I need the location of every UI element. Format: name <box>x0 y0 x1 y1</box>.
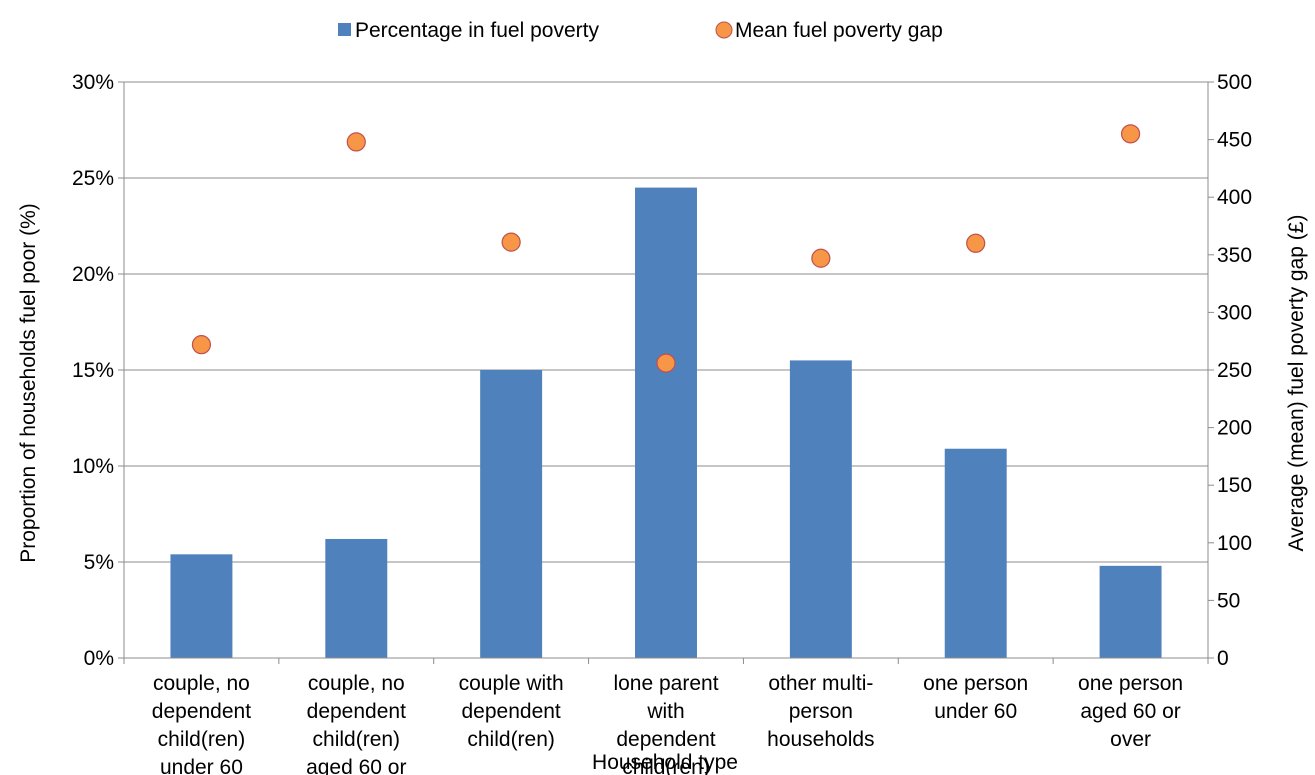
category-label: couple, no dependent child(ren) under 60 <box>152 672 251 775</box>
bar <box>170 554 233 658</box>
category-label: lone parent with dependent child(ren) <box>613 672 718 775</box>
category-label-line: other multi- <box>768 672 873 695</box>
legend-dot-label: Mean fuel poverty gap <box>735 19 943 42</box>
scatter-point <box>1120 124 1141 144</box>
category-label-line: under 60 <box>934 700 1017 723</box>
right-tick-label: 50 <box>1217 589 1240 612</box>
category-label-line: lone parent <box>613 672 718 695</box>
y2-axis-title: Average (mean) fuel poverty gap (£) <box>1285 215 1308 552</box>
x-axis-title: Household type <box>592 751 738 774</box>
scatter-point <box>501 232 521 252</box>
left-axis-ticks: 0% 5% 10% 15% 20% 25% 30% <box>72 71 124 670</box>
legend-dot-swatch <box>715 21 733 39</box>
right-tick-label: 450 <box>1217 129 1252 152</box>
bar <box>944 448 1007 658</box>
category-label-line: child(ren) <box>622 756 710 775</box>
bar <box>325 538 388 658</box>
left-tick-label: 15% <box>72 359 114 382</box>
bar <box>480 370 543 658</box>
category-label-line: over <box>1110 728 1151 751</box>
scatter-point <box>346 132 366 152</box>
left-tick-label: 5% <box>84 551 114 574</box>
right-tick-label: 350 <box>1217 244 1252 267</box>
right-tick-label: 150 <box>1217 474 1252 497</box>
category-label-line: one person <box>1078 672 1183 695</box>
legend-bar-label: Percentage in fuel poverty <box>355 19 599 42</box>
scatter-series <box>191 124 1141 373</box>
category-label: one person aged 60 or over <box>1078 672 1183 751</box>
category-label-line: child(ren) <box>467 728 555 751</box>
category-label-line: under 60 <box>160 756 243 775</box>
y-axis-title: Proportion of households fuel poor (%) <box>17 203 40 563</box>
right-tick-label: 200 <box>1217 417 1252 440</box>
right-tick-label: 500 <box>1217 71 1252 94</box>
scatter-point <box>811 248 831 268</box>
category-label: one person under 60 <box>923 672 1028 723</box>
bar <box>789 360 852 658</box>
scatter-point <box>191 335 212 355</box>
right-tick-label: 100 <box>1217 532 1252 555</box>
right-tick-label: 250 <box>1217 359 1252 382</box>
right-tick-label: 300 <box>1217 301 1252 324</box>
right-tick-label: 0 <box>1217 647 1229 670</box>
x-axis-categories: couple, no dependent child(ren) under 60cou… <box>123 658 1209 775</box>
left-tick-label: 30% <box>72 71 114 94</box>
category-label-line: one person <box>923 672 1028 695</box>
category-label-line: dependent <box>307 700 406 723</box>
category-label-line: with <box>646 700 684 723</box>
legend-bar-swatch <box>338 23 351 36</box>
bar-series <box>170 187 1162 658</box>
category-label: couple with dependent child(ren) <box>459 672 564 751</box>
category-label-line: dependent <box>462 700 561 723</box>
category-label-line: dependent <box>616 728 715 751</box>
right-tick-label: 400 <box>1217 186 1252 209</box>
scatter-point <box>966 233 986 253</box>
category-label-line: dependent <box>152 700 251 723</box>
left-tick-label: 10% <box>72 455 114 478</box>
category-label-line: person <box>789 700 853 723</box>
left-tick-label: 20% <box>72 263 114 286</box>
category-label: other multi-person households <box>767 672 874 751</box>
left-tick-label: 0% <box>84 647 114 670</box>
category-label-line: couple, no <box>308 672 405 695</box>
category-label-line: households <box>767 728 874 751</box>
category-label-line: couple, no <box>153 672 250 695</box>
bar <box>1099 565 1162 658</box>
scatter-point <box>656 353 676 373</box>
bar <box>635 187 697 658</box>
category-label-line: aged 60 or <box>306 756 406 775</box>
left-tick-label: 25% <box>72 167 114 190</box>
legend: Percentage in fuel poverty Mean fuel pov… <box>338 19 943 42</box>
category-label-line: aged 60 or <box>1080 700 1180 723</box>
right-axis-ticks: 0 50 100 150 200 250 300 350 400 450 500 <box>1208 71 1252 670</box>
category-label-line: couple with <box>459 672 564 695</box>
category-label-line: child(ren) <box>313 728 401 751</box>
category-label-line: child(ren) <box>158 728 246 751</box>
